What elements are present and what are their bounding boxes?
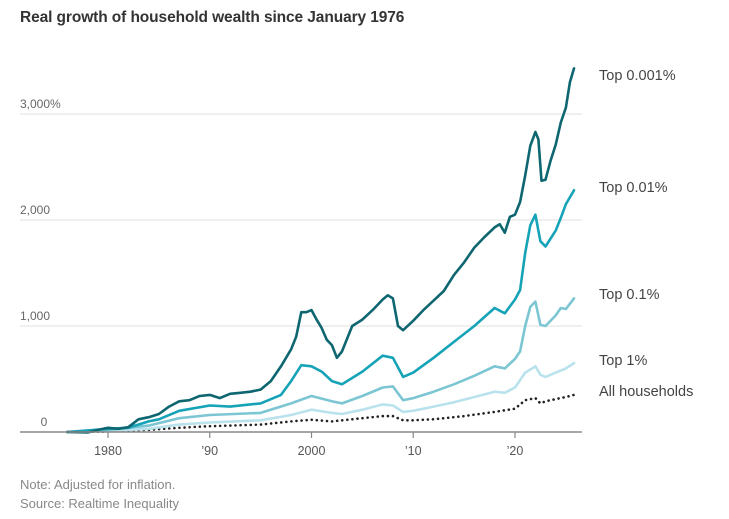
x-tick-label: 1980 [94, 444, 122, 458]
series-labels: Top 0.001% Top 0.01% Top 0.1% Top 1% All hou… [599, 68, 693, 400]
series-line-top-0-001- [66, 67, 576, 434]
y-tick-label: 3,000% [20, 97, 61, 111]
x-tick-label: ’20 [507, 444, 524, 458]
x-tick-label: 2000 [298, 444, 326, 458]
series-label: All households [599, 384, 693, 400]
x-tick-label: ’10 [405, 444, 422, 458]
source-text: Source: Realtime Inequality [20, 496, 179, 511]
series-line-top-0-01- [66, 189, 576, 434]
y-axis: 0 1,000 2,000 3,000% [20, 97, 61, 429]
y-tick-label: 0 [41, 415, 48, 429]
series-label: Top 0.1% [599, 287, 660, 303]
series-label: Top 0.001% [599, 68, 676, 84]
x-tick-label: ’90 [201, 444, 218, 458]
x-axis: 1980 ’90 2000 ’10 ’20 [20, 431, 582, 458]
note-text: Note: Adjusted for inflation. [20, 477, 176, 492]
gridlines [20, 113, 582, 327]
series-line-all-households [66, 393, 576, 434]
series-line-top-1- [66, 361, 576, 434]
chart-title: Real growth of household wealth since Ja… [20, 9, 405, 26]
series-line-top-0-1- [66, 297, 576, 434]
y-tick-label: 1,000 [20, 309, 50, 323]
y-tick-label: 2,000 [20, 203, 50, 217]
series-lines [66, 67, 576, 434]
series-label: Top 0.01% [599, 180, 668, 196]
series-label: Top 1% [599, 353, 647, 369]
